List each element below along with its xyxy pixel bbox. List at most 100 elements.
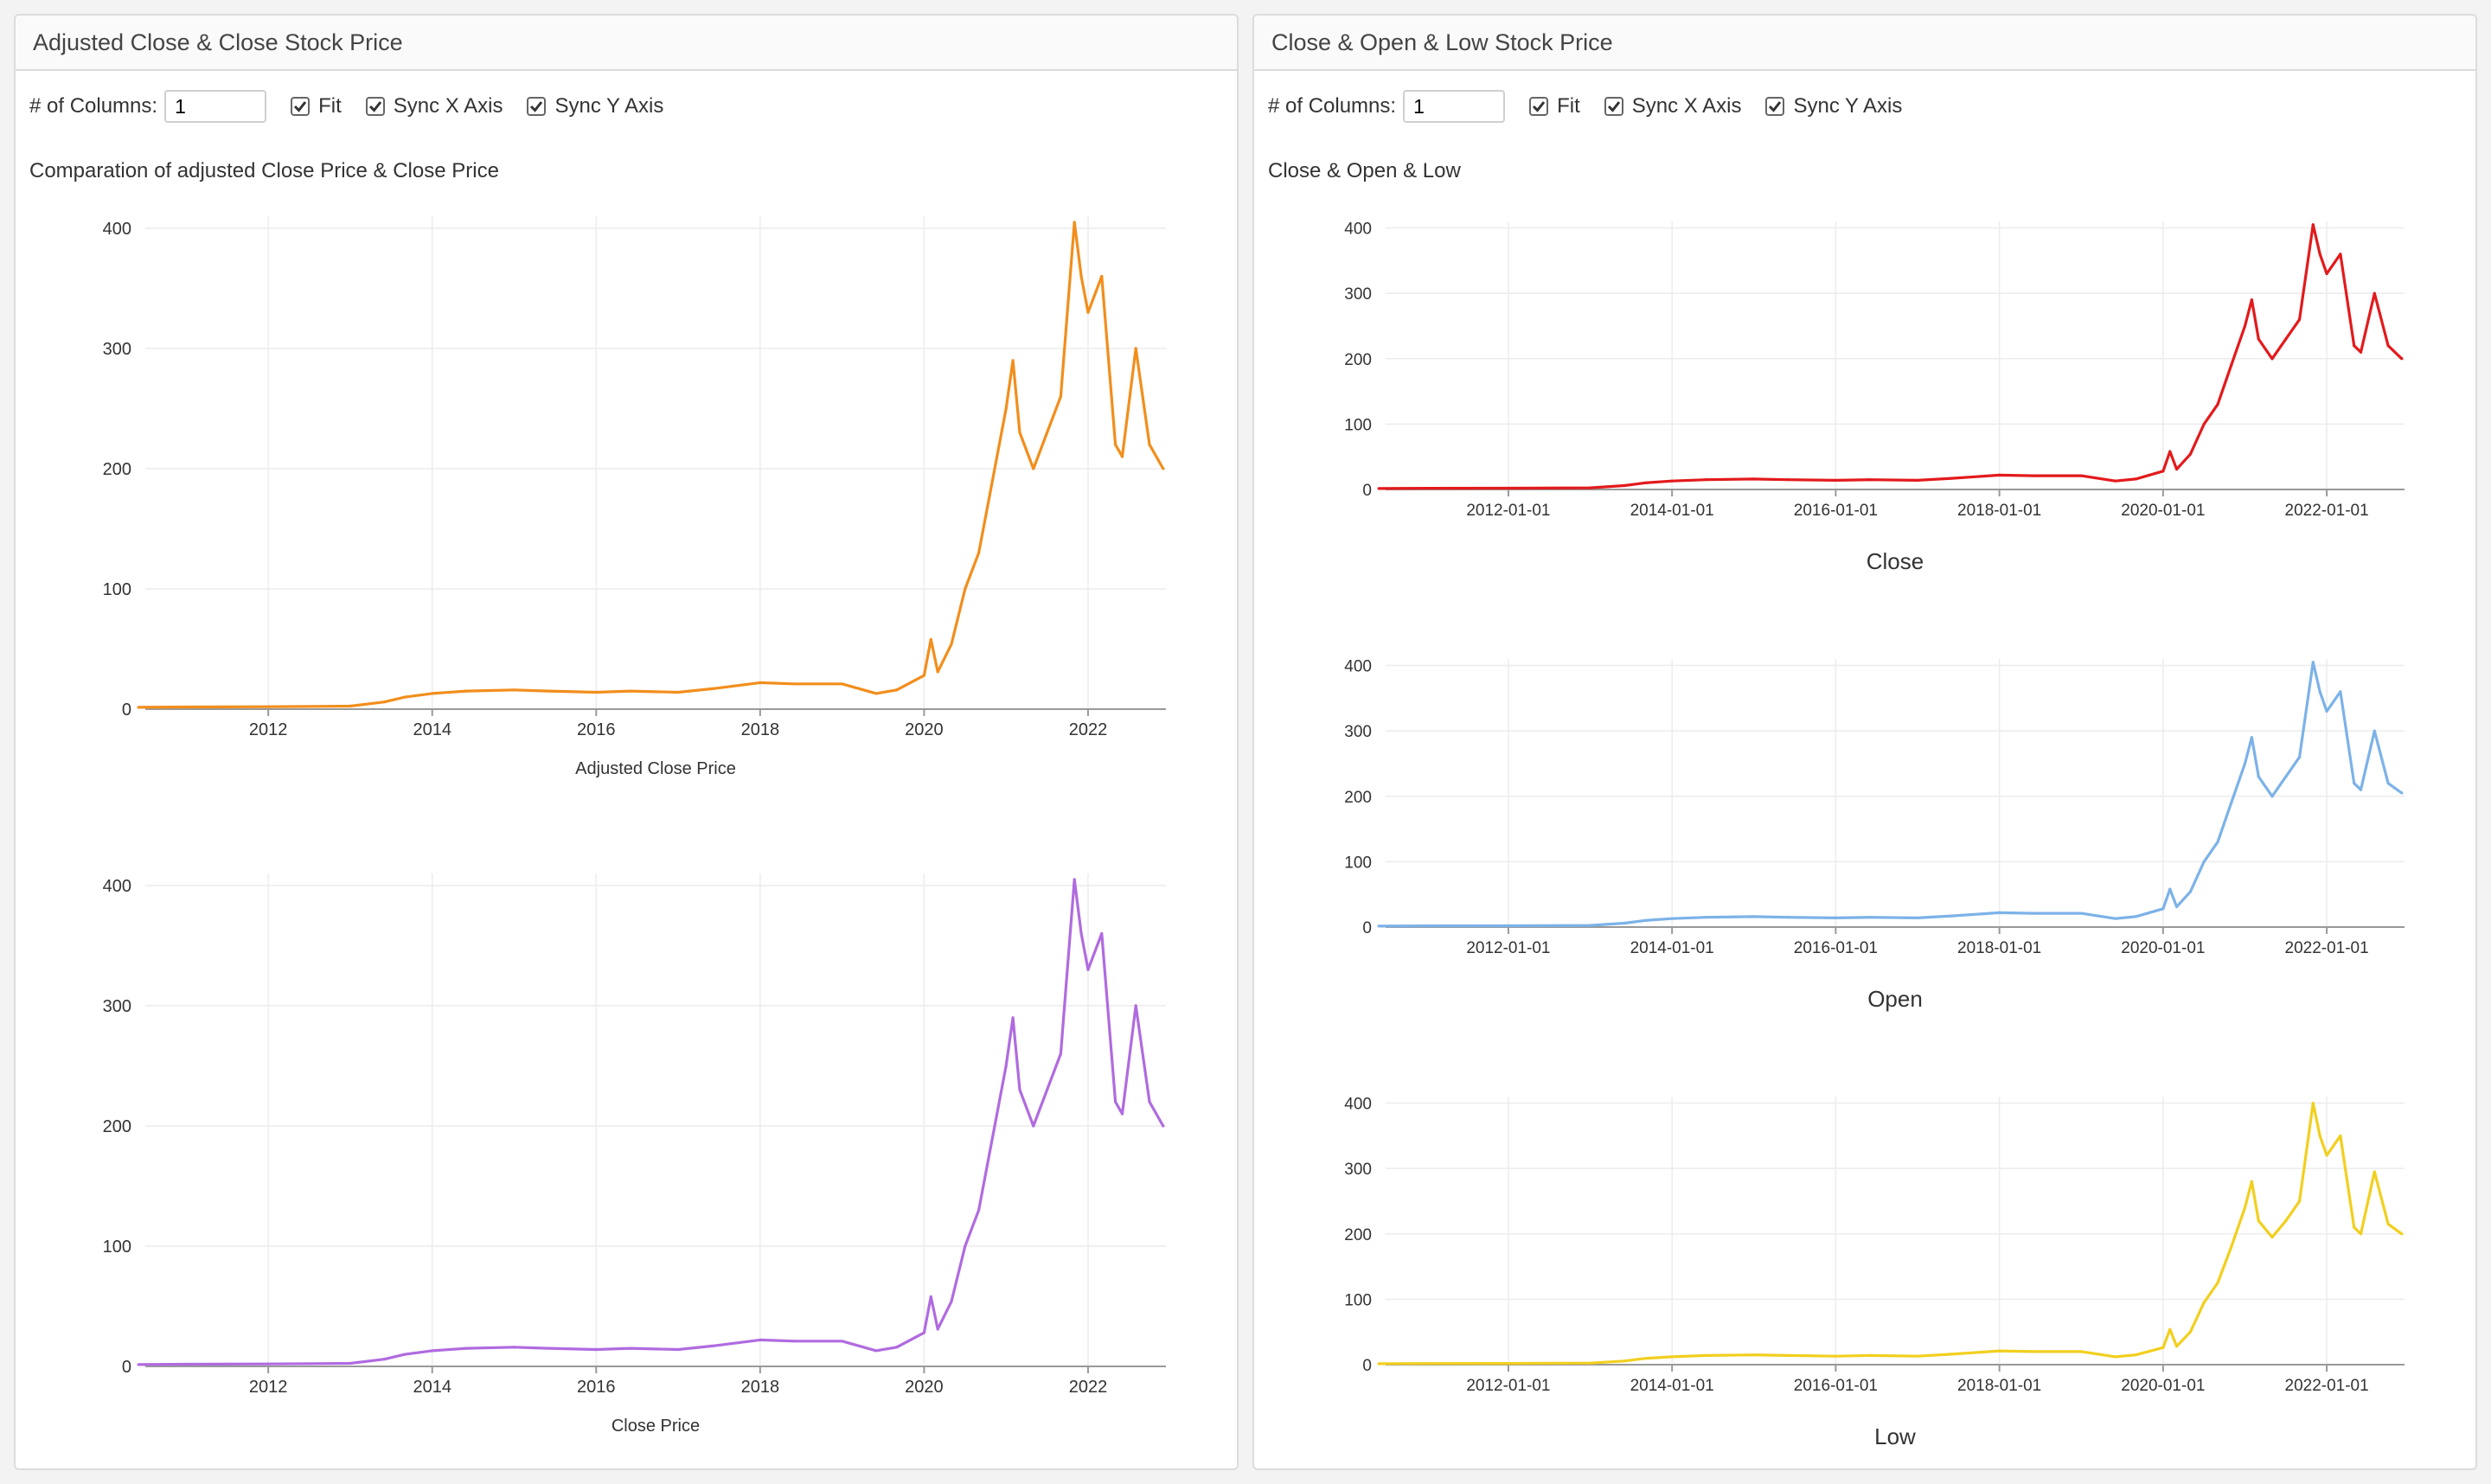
data-point [1162,1124,1165,1128]
data-point [1643,1357,1647,1360]
data-point [2339,253,2342,256]
data-point [1425,924,1428,928]
data-point [1834,916,1838,920]
x-tick-label: 2020 [905,720,944,739]
panel-title: Adjusted Close & Close Stock Price [33,29,403,55]
checkbox-checked-icon[interactable] [527,97,547,116]
checkbox-checked-icon[interactable] [1529,97,1549,116]
data-point [1148,443,1151,446]
data-point [2353,344,2356,348]
data-point [2297,1199,2302,1203]
data-point [2270,1235,2274,1239]
data-point [2175,467,2179,471]
data-point [1704,916,1708,919]
y-tick-label: 400 [1344,221,1372,239]
x-tick-label: 2018 [741,1378,780,1397]
data-point [929,1295,932,1298]
data-point [964,587,967,591]
data-point [710,1344,714,1347]
data-point [2032,1350,2035,1353]
data-point [1752,915,1756,918]
sync-y-checkbox[interactable]: Sync Y Axis [527,94,663,118]
data-point [1950,914,1954,918]
data-point [1507,924,1510,928]
data-point [2202,1301,2206,1304]
data-point [1507,1361,1510,1366]
data-point [792,682,796,686]
data-point [431,692,434,695]
data-point [2353,1225,2356,1229]
chart-group-title: Close & Open & Low [1268,159,1461,182]
chart-close[interactable]: 0 100 200 300 400 2012-01-01 2014-01-01 2016-01… [1254,197,2477,595]
x-tick-label: 2022-01-01 [2285,939,2369,957]
data-point [2243,762,2247,765]
sync-x-checkbox[interactable]: Sync X Axis [365,94,503,118]
x-tick-label: 2016 [577,720,616,739]
data-point [137,1363,140,1366]
chart-close-price[interactable]: 0 100 200 300 400 2012 2014 2016 2018 2020 2022 Clo… [16,854,1239,1460]
data-point [759,681,762,685]
data-point [2175,905,2179,909]
data-point [512,688,516,692]
data-point [1073,221,1076,224]
columns-input[interactable] [164,90,267,123]
chart-open[interactable]: 0 100 200 300 400 2012-01-01 2014-01-01 2016-01… [1254,635,2477,1033]
data-point [2400,791,2404,795]
fit-checkbox[interactable]: Fit [1529,94,1580,118]
data-point [266,1362,270,1366]
x-tick-label: 2018-01-01 [1957,1377,2041,1395]
data-point [2359,788,2363,791]
sync-y-checkbox[interactable]: Sync Y Axis [1765,94,1902,118]
data-point [2202,860,2206,863]
data-point [2250,1180,2253,1183]
data-point [2386,1222,2390,1226]
columns-label: # of Columns: [1268,94,1397,118]
data-point [2353,782,2356,785]
chart-adjusted-close[interactable]: 0 100 200 300 400 2012 2014 2016 2018 2020 2022 Adj… [16,197,1239,803]
data-point [841,1340,844,1343]
x-tick-label: 2012-01-01 [1466,939,1550,957]
data-point [2339,1134,2342,1137]
y-tick-label: 100 [1344,416,1372,434]
data-point [1148,1100,1151,1103]
data-point [1120,455,1124,458]
x-tick-label: 2022 [1069,720,1108,739]
y-tick-label: 0 [122,700,131,720]
checkbox-checked-icon[interactable] [1604,97,1623,116]
data-point [2188,452,2193,456]
sync-x-checkbox[interactable]: Sync X Axis [1604,94,1741,118]
data-point [1670,479,1674,483]
x-tick-label: 2022-01-01 [2285,502,2369,520]
data-point [841,682,844,686]
x-axis-label: Low [1874,1423,1916,1449]
data-point [1950,477,1954,480]
data-point [1643,918,1647,923]
data-point [2270,795,2274,798]
y-tick-label: 100 [1344,1291,1372,1309]
fit-checkbox[interactable]: Fit [291,94,342,118]
y-tick-label: 300 [1344,1161,1372,1179]
data-point [1868,478,1872,482]
chart-low[interactable]: 0 100 200 300 400 2012-01-01 2014-01-01 2016-01… [1254,1072,2477,1470]
y-tick-label: 200 [103,1117,131,1136]
checkbox-checked-icon[interactable] [365,97,385,116]
y-tick-label: 400 [1344,1096,1372,1114]
x-tick-label: 2016-01-01 [1794,939,1878,957]
data-point [964,1244,967,1248]
data-point [431,1349,434,1353]
checkbox-checked-icon[interactable] [291,97,311,116]
data-point [1834,478,1838,483]
x-axis-label: Close Price [612,1417,700,1436]
data-point [1588,1361,1592,1365]
data-point [2325,709,2328,713]
data-point [1670,1355,1674,1359]
data-point [2079,474,2083,477]
data-point [676,1347,680,1352]
sync-y-label: Sync Y Axis [554,94,664,118]
checkbox-checked-icon[interactable] [1765,97,1785,116]
data-point [1916,1354,1919,1358]
data-point [1018,431,1021,434]
data-point [1834,1354,1838,1358]
data-point [2114,1355,2117,1359]
columns-input[interactable] [1403,90,1506,123]
